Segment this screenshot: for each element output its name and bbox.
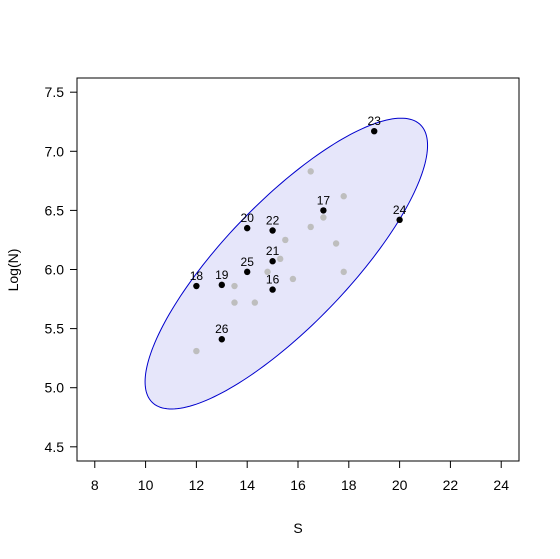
point-label: 16 [266,273,280,287]
x-tick-label: 14 [239,477,255,493]
gray-point [251,299,259,306]
labeled-point [269,227,276,234]
y-axis-title: Log(N) [5,249,21,292]
point-label: 25 [241,255,255,269]
labeled-point [193,282,200,290]
labeled-point [218,336,225,343]
point-label: 21 [266,244,280,258]
y-axis: 4.5 5.0 5.5 6.0 6.5 7.0 7.5 [45,84,78,455]
labeled-point [320,207,327,214]
point-label: 17 [317,193,331,207]
labeled-point [396,216,403,224]
x-tick-label: 10 [138,477,154,493]
gray-point [320,214,327,221]
gray-point [340,268,347,276]
x-axis: 8 10 12 14 16 18 20 22 24 [91,460,509,493]
unlabeled-points [193,168,347,355]
point-label: 18 [190,269,204,283]
point-label: 24 [393,203,407,217]
confidence-ellipse [144,117,429,410]
labeled-point [218,281,225,289]
point-label: 22 [266,213,280,227]
gray-point [231,282,238,290]
labeled-points: 23 17 24 20 22 21 25 19 18 16 26 [190,114,407,343]
labeled-point [243,224,251,232]
gray-point [307,223,314,231]
x-tick-label: 18 [341,477,357,493]
y-tick-label: 5.5 [45,321,65,337]
y-tick-label: 5.0 [45,380,65,396]
point-label: 23 [368,114,382,128]
x-axis-title: S [293,520,302,536]
labeled-point [371,127,378,135]
labeled-point [269,286,276,293]
gray-point [264,268,271,276]
gray-point [332,240,340,247]
point-label: 26 [215,322,229,336]
y-tick-label: 6.0 [45,262,65,278]
gray-point [307,168,314,175]
labeled-point [243,268,251,276]
x-tick-label: 22 [443,477,459,493]
gray-point [340,193,347,200]
x-tick-label: 24 [493,477,509,493]
gray-point [282,236,289,244]
x-tick-label: 8 [91,477,99,493]
gray-point [193,347,200,355]
point-label: 20 [241,211,255,225]
x-tick-label: 20 [392,477,408,493]
y-tick-label: 7.0 [45,143,65,159]
labeled-point [269,258,276,265]
x-tick-label: 12 [189,477,205,493]
y-tick-label: 7.5 [45,84,65,100]
point-label: 19 [215,268,229,282]
x-tick-label: 16 [290,477,306,493]
gray-point [277,255,284,263]
y-tick-label: 6.5 [45,202,65,218]
gray-point [289,275,297,283]
y-tick-label: 4.5 [45,439,65,455]
gray-point [231,299,238,306]
